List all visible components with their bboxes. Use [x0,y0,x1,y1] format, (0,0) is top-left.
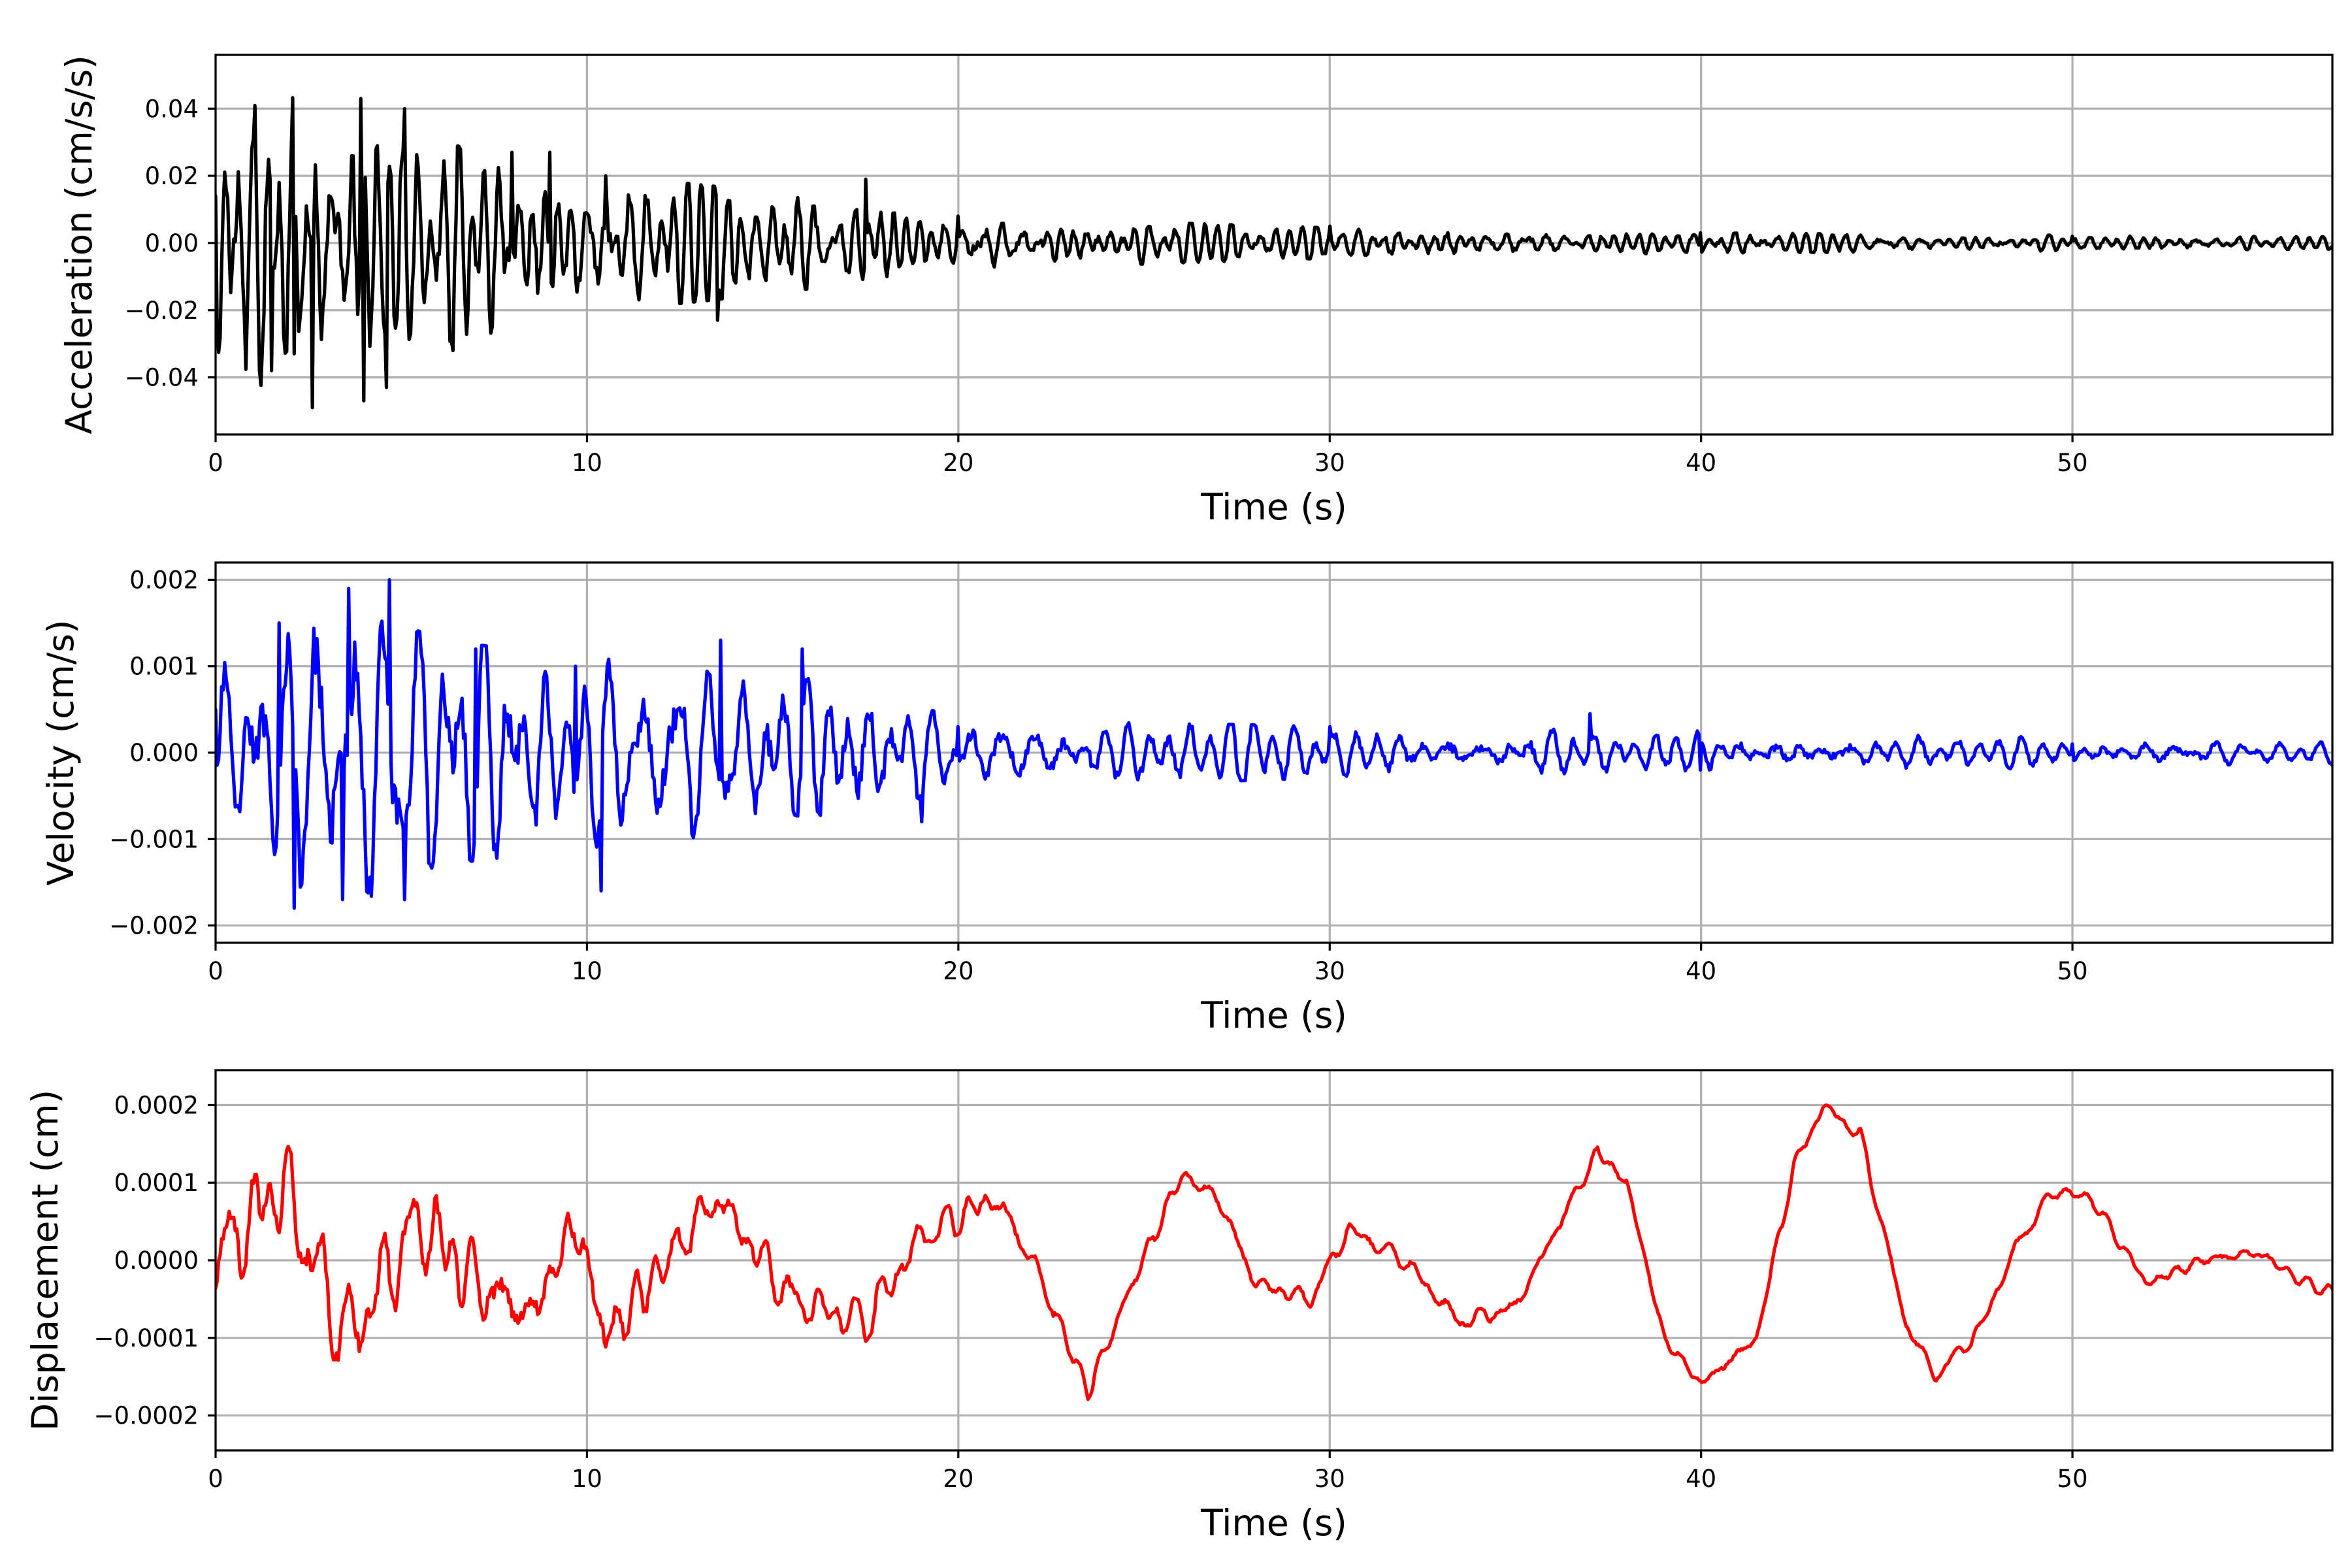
displacement-xtick-label: 50 [2057,1465,2088,1493]
acceleration-y-axis-label: Acceleration (cm/s/s) [58,55,100,434]
displacement-xtick-label: 20 [943,1465,973,1493]
acceleration-ytick-label: −0.02 [125,297,199,325]
acceleration-panel: 0 10 20 30 40 50 −0.04 −0.02 0.00 0.02 0.04 Time (s… [58,54,2334,528]
velocity-ytick-label: −0.002 [109,912,199,940]
acceleration-series-line [216,96,2332,410]
acceleration-ytick-label: −0.04 [125,364,199,392]
acceleration-xtick-label: 30 [1315,449,1345,477]
acceleration-ytick-label: 0.02 [145,162,199,190]
displacement-x-axis-label: Time (s) [1200,1502,1347,1544]
displacement-panel: 0 10 20 30 40 50 −0.0002 −0.0001 0.0000 0.0001 0.0… [24,1069,2334,1544]
velocity-panel: 0 10 20 30 40 50 −0.002 −0.001 0.000 0.001 0.002 Ti… [40,561,2334,1036]
velocity-x-axis-label: Time (s) [1200,994,1347,1036]
velocity-ytick-label: 0.000 [129,739,199,767]
displacement-ytick-label: 0.0002 [114,1091,199,1119]
acceleration-xtick-label: 40 [1686,449,1716,477]
velocity-xtick-label: 0 [208,957,223,985]
velocity-series-line [216,578,2332,910]
displacement-ytick-label: 0.0001 [114,1169,199,1197]
acceleration-xtick-label: 50 [2057,449,2088,477]
acceleration-xtick-label: 20 [943,449,973,477]
velocity-xtick-label: 10 [572,957,602,985]
velocity-xtick-label: 20 [943,957,973,985]
acceleration-x-axis-label: Time (s) [1200,486,1347,528]
velocity-ytick-label: 0.002 [129,566,199,594]
displacement-xtick-label: 40 [1686,1465,1716,1493]
displacement-xtick-label: 10 [572,1465,602,1493]
velocity-xtick-label: 50 [2057,957,2088,985]
displacement-xtick-label: 30 [1315,1465,1345,1493]
velocity-ytick-label: 0.001 [129,653,199,681]
velocity-ytick-label: −0.001 [109,825,199,853]
acceleration-xtick-label: 10 [572,449,602,477]
displacement-xtick-label: 0 [208,1465,223,1493]
displacement-ytick-label: −0.0001 [94,1324,199,1352]
acceleration-xtick-label: 0 [208,449,223,477]
velocity-xtick-label: 30 [1315,957,1345,985]
acceleration-axes-frame [214,54,2334,436]
displacement-ytick-label: −0.0002 [94,1402,199,1430]
displacement-series-line [216,1103,2332,1401]
displacement-y-axis-label: Displacement (cm) [24,1090,66,1431]
displacement-ytick-label: 0.0000 [114,1247,199,1275]
acceleration-ytick-label: 0.04 [145,95,199,123]
acceleration-ytick-label: 0.00 [145,229,199,257]
velocity-y-axis-label: Velocity (cm/s) [40,619,82,885]
velocity-xtick-label: 40 [1686,957,1716,985]
